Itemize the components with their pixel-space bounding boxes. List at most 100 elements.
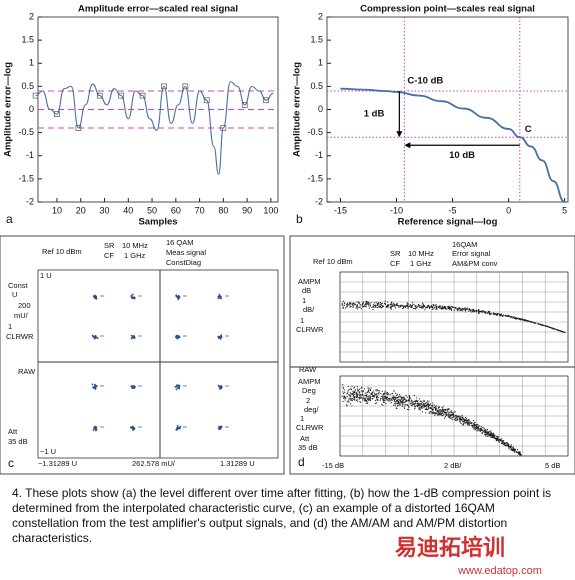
trace-dot (510, 317, 512, 319)
trace-dot (367, 387, 369, 389)
trace-dot (388, 397, 390, 400)
trace-dot (491, 433, 493, 435)
trace-dot (484, 311, 487, 313)
trace-dot (348, 394, 350, 396)
trace-dot (481, 311, 483, 313)
trace-dot (468, 307, 470, 310)
trace-dot (421, 404, 424, 406)
trace-dot (469, 309, 472, 311)
trace-dot (396, 402, 398, 405)
symbol-dot (94, 386, 97, 389)
trace-dot (402, 308, 404, 310)
trace-dot (378, 306, 380, 308)
trace-dot (409, 403, 411, 405)
trace-dot (361, 394, 363, 396)
trace-dot (426, 305, 429, 307)
trace-dot (484, 434, 487, 436)
trace-dot (487, 311, 489, 314)
trace-dot (543, 324, 545, 326)
trace-dot (468, 310, 470, 312)
trace-dot (418, 305, 420, 307)
trace-dot (435, 306, 437, 308)
point-marker (75, 125, 82, 131)
trace-dot (430, 411, 432, 413)
point-marker (139, 92, 146, 99)
trace-dot (393, 304, 396, 306)
chart-title: Amplitude error—scaled real signal (78, 4, 238, 15)
trace-dot (372, 395, 375, 398)
trace-dot (356, 304, 358, 306)
trace-dot (529, 321, 531, 323)
y-tick-label: -1 (26, 150, 34, 160)
trace-dot (531, 321, 533, 323)
trace-dot (424, 408, 426, 411)
trace-dot (382, 394, 384, 396)
point-marker (161, 83, 167, 90)
trace-dot (419, 407, 421, 409)
trace-dot (415, 402, 417, 404)
trace-dot (485, 430, 487, 433)
y-tick-label: 0.5 (310, 81, 323, 91)
trace-dot (366, 397, 369, 399)
trace-dot (510, 449, 513, 451)
trace-dot (382, 404, 384, 406)
trace-dot (385, 403, 387, 405)
x-tick-label: 0 (506, 205, 511, 215)
trace-dot (385, 397, 388, 399)
trace-dot (355, 399, 358, 402)
trace-dot (367, 399, 369, 401)
constellation-box (37, 269, 279, 459)
trace-dot (377, 393, 379, 395)
screen-label: 1 (300, 316, 304, 325)
trace-dot (381, 397, 384, 399)
trace-dot (391, 392, 394, 394)
trace-dot (380, 303, 382, 305)
trace-dot (411, 401, 413, 403)
trace-dot (440, 305, 442, 307)
trace-dot (490, 435, 493, 437)
data-line (35, 81, 274, 175)
y-tick-label: -2 (315, 196, 323, 206)
trace-dot (453, 411, 455, 413)
trace-dot (426, 403, 429, 405)
trace-dot (459, 420, 461, 422)
trace-dot (448, 408, 450, 410)
trace-dot (358, 302, 360, 305)
trace-dot (349, 302, 352, 304)
trace-dot (386, 399, 388, 401)
trace-dot (398, 394, 401, 396)
trace-dot (392, 395, 394, 397)
trace-dot (424, 404, 426, 407)
trace-dot (466, 424, 468, 426)
trace-dot (370, 392, 373, 394)
trace-dot (421, 402, 423, 404)
trace-dot (554, 328, 556, 330)
trace-dot (358, 388, 360, 390)
trace-dot (478, 311, 480, 314)
trace-dot (505, 315, 508, 317)
trace-dot (460, 418, 462, 420)
screen-label: 35 dB (8, 437, 28, 446)
trace-dot (372, 308, 374, 311)
trace-dot (347, 385, 349, 387)
trace-dot (374, 402, 376, 405)
trace-dot (469, 422, 472, 424)
symbol-dot (219, 296, 222, 299)
trace-dot (481, 433, 483, 435)
trace-dot (363, 395, 365, 397)
trace-dot (561, 331, 563, 333)
trace-dot (504, 445, 506, 447)
trace-dot (421, 400, 423, 402)
trace-dot (347, 391, 349, 393)
trace-dot (459, 309, 461, 312)
trace-dot (512, 316, 514, 318)
trace-dot (342, 300, 344, 302)
trace-dot (353, 395, 355, 398)
trace-dot (438, 305, 440, 307)
trace-dot (362, 394, 364, 396)
trace-dot (365, 395, 367, 397)
trace-dot (390, 402, 392, 404)
screen-label: 16QAM (452, 240, 477, 249)
trace-dot (483, 310, 486, 313)
